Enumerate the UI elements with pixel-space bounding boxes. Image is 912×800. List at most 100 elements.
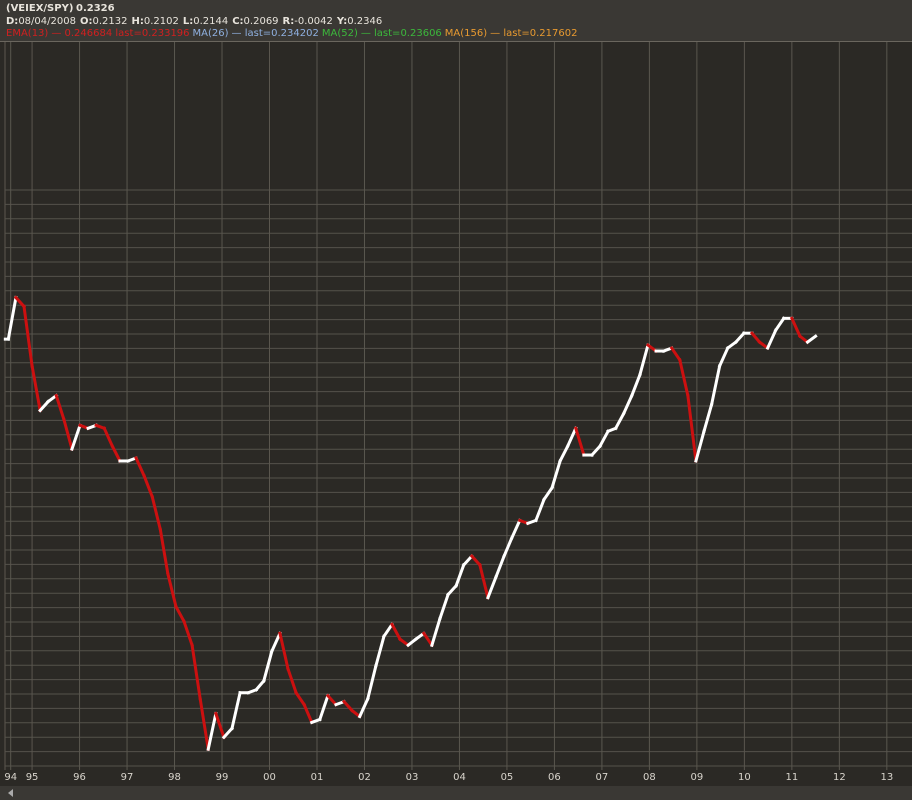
x-tick-label: 11 <box>785 772 798 783</box>
price-bar <box>38 399 51 413</box>
price-bar <box>541 485 555 502</box>
price-bar <box>13 295 27 309</box>
price-bar <box>221 726 235 740</box>
scroll-left-arrow[interactable] <box>8 789 13 797</box>
indicator-name: EMA(13) <box>6 28 48 39</box>
price-bar <box>62 417 74 451</box>
indicator-value: — last=0.23606 <box>361 28 442 39</box>
price-bar <box>686 393 698 463</box>
horizontal-grid <box>5 189 912 767</box>
price-bar <box>158 527 170 576</box>
price-bar <box>261 649 274 683</box>
price-bar <box>438 592 450 621</box>
price-bar <box>6 295 18 341</box>
x-tick-label: 01 <box>311 772 324 783</box>
x-tick-label: 09 <box>691 772 704 783</box>
price-bar <box>502 536 514 559</box>
price-bar <box>54 393 66 422</box>
price-bar <box>445 583 459 597</box>
price-bar <box>294 690 307 707</box>
scrollbar[interactable] <box>0 786 912 800</box>
price-bar <box>278 631 290 671</box>
price-bar <box>389 622 403 642</box>
price-bar <box>110 444 122 463</box>
x-tick-label: 13 <box>880 772 893 783</box>
price-bar <box>702 402 714 434</box>
price-bar <box>406 637 418 648</box>
price-bar <box>421 631 434 648</box>
price-bar <box>350 708 362 719</box>
x-tick-label: 98 <box>168 772 181 783</box>
price-bar <box>565 426 578 449</box>
price-bar <box>317 693 330 722</box>
field-value: 0.2346 <box>347 16 382 27</box>
price-bar <box>461 553 474 568</box>
price-bar <box>717 346 730 368</box>
price-bar <box>638 343 650 377</box>
price-bar <box>757 340 770 351</box>
price-bar <box>454 563 466 588</box>
price-bar <box>621 393 634 416</box>
x-tick-label: 99 <box>216 772 229 783</box>
price-bar <box>494 554 507 579</box>
indicator-name: MA(156) <box>445 28 487 39</box>
x-tick-label: 05 <box>501 772 514 783</box>
price-bar <box>589 443 603 458</box>
price-bar <box>725 340 738 351</box>
field-label: D: <box>6 16 18 27</box>
indicator-value: — 0.246684 last=0.233196 <box>51 28 189 39</box>
price-bar <box>134 456 147 478</box>
indicator-name: MA(26) <box>193 28 229 39</box>
field-value: 08/04/2008 <box>18 16 76 27</box>
price-bar <box>206 711 218 751</box>
price-bar <box>797 334 810 345</box>
indicators: EMA(13) — 0.246684 last=0.233196 MA(26) — l… <box>6 28 577 39</box>
indicator-name: MA(52) <box>322 28 358 39</box>
x-tick-label: 03 <box>406 772 419 783</box>
price-bar <box>22 304 34 368</box>
x-tick-label: 12 <box>833 772 846 783</box>
field-value: 0.2069 <box>244 16 279 27</box>
price-bar <box>709 364 722 407</box>
price-bar <box>325 693 339 707</box>
price-bar <box>613 411 626 431</box>
price-bar <box>677 358 690 398</box>
price-bar <box>381 622 395 639</box>
field-value: 0.2132 <box>92 16 127 27</box>
plot-area <box>3 42 888 770</box>
price-bar <box>597 429 611 449</box>
price-bar <box>805 334 818 345</box>
field-label: R: <box>283 16 295 27</box>
field-label: H: <box>131 16 143 27</box>
price-bar <box>213 711 226 740</box>
price-bar <box>773 316 786 333</box>
field-value: -0.0042 <box>294 16 333 27</box>
x-tick-label: 02 <box>358 772 371 783</box>
field-label: L: <box>183 16 193 27</box>
field-label: O: <box>80 16 93 27</box>
price-bar <box>550 459 562 490</box>
price-bar <box>509 518 522 541</box>
price-bar <box>669 345 682 363</box>
x-tick-label: 10 <box>738 772 751 783</box>
price-bar <box>230 690 242 731</box>
header-border <box>0 41 912 42</box>
price-bar <box>749 331 762 345</box>
price-bar <box>533 497 546 523</box>
price-bar <box>150 494 163 532</box>
price-bar <box>166 572 178 609</box>
price-bar <box>365 664 378 701</box>
ohlc-fields: D:08/04/2008 O:0.2132 H:0.2102 L:0.2144 C:0.… <box>6 16 382 27</box>
symbol: (VEIEX/SPY) <box>6 3 73 14</box>
price-bar <box>374 634 386 668</box>
price-bar <box>765 328 778 351</box>
price-bar <box>573 426 586 457</box>
price-bar <box>190 643 202 701</box>
price-bar <box>46 393 59 404</box>
price-bar <box>430 616 442 648</box>
price-bar <box>478 563 490 600</box>
price-bar <box>182 619 195 648</box>
price-bar <box>789 316 802 339</box>
price-bar <box>30 364 42 413</box>
x-tick-label: 06 <box>548 772 561 783</box>
